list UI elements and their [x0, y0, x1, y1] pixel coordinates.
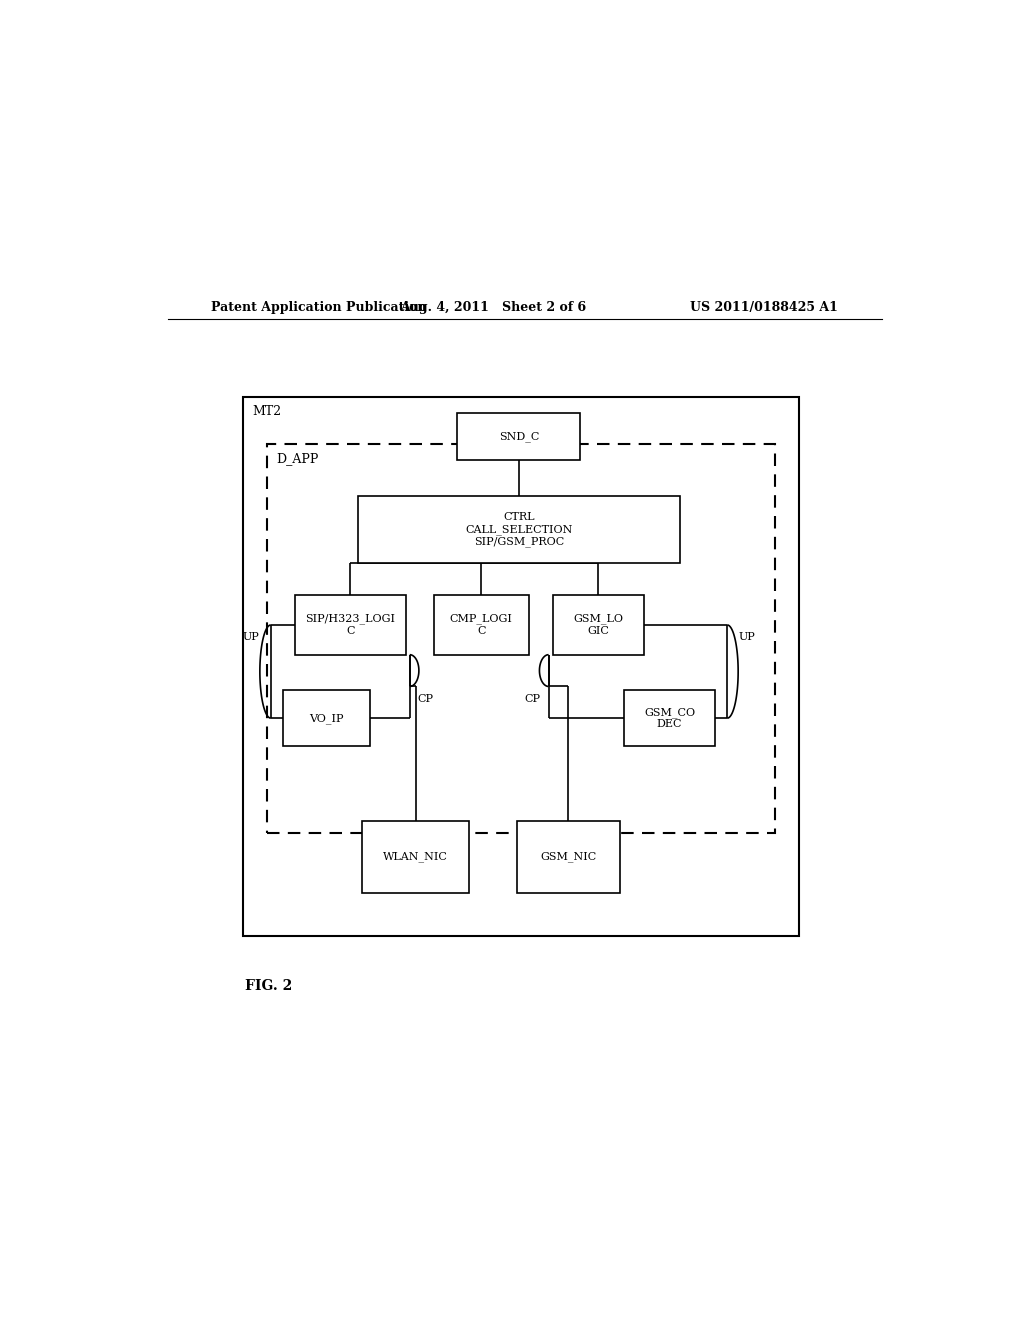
Text: UP: UP — [243, 632, 259, 642]
Bar — [243, 397, 799, 936]
Text: CTRL
CALL_SELECTION
SIP/GSM_PROC: CTRL CALL_SELECTION SIP/GSM_PROC — [465, 512, 572, 546]
Bar — [362, 821, 469, 892]
Text: D_APP: D_APP — [276, 453, 318, 466]
Text: GSM_NIC: GSM_NIC — [541, 851, 597, 862]
Text: Aug. 4, 2011   Sheet 2 of 6: Aug. 4, 2011 Sheet 2 of 6 — [400, 301, 586, 314]
Bar — [624, 690, 715, 746]
Text: GSM_CO
DEC: GSM_CO DEC — [644, 708, 695, 730]
Bar — [295, 595, 406, 655]
Text: SIP/H323_LOGI
C: SIP/H323_LOGI C — [305, 614, 395, 636]
Text: CP: CP — [418, 694, 434, 705]
Text: WLAN_NIC: WLAN_NIC — [383, 851, 449, 862]
Text: SND_C: SND_C — [499, 432, 539, 442]
Bar — [433, 595, 528, 655]
Text: MT2: MT2 — [253, 405, 282, 417]
Text: FIG. 2: FIG. 2 — [246, 978, 293, 993]
Text: US 2011/0188425 A1: US 2011/0188425 A1 — [690, 301, 839, 314]
Text: UP: UP — [738, 632, 756, 642]
Text: GSM_LO
GIC: GSM_LO GIC — [573, 614, 624, 636]
Bar — [458, 413, 581, 461]
Bar — [358, 496, 680, 564]
Text: Patent Application Publication: Patent Application Publication — [211, 301, 427, 314]
Text: CMP_LOGI
C: CMP_LOGI C — [450, 614, 513, 636]
Bar — [517, 821, 621, 892]
Text: VO_IP: VO_IP — [309, 713, 344, 723]
Bar — [267, 445, 775, 833]
Bar — [553, 595, 644, 655]
Text: CP: CP — [524, 694, 541, 705]
Bar — [283, 690, 370, 746]
